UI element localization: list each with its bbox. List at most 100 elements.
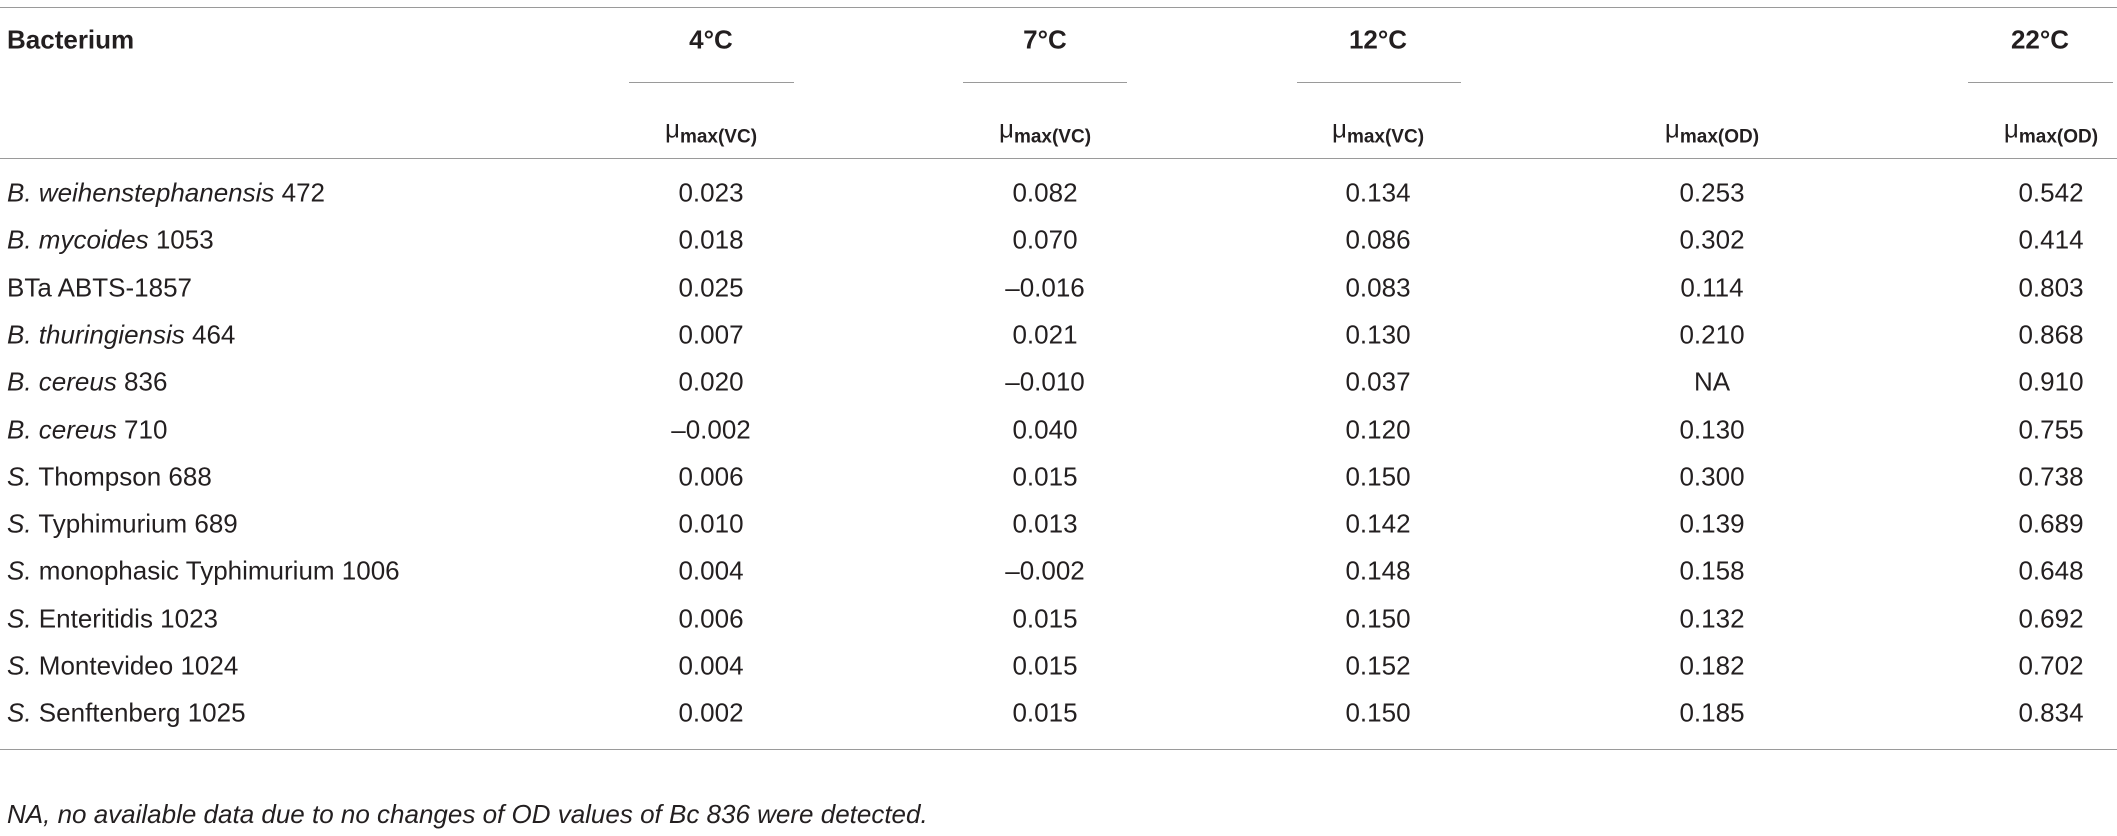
symbol: μ	[998, 113, 1014, 144]
row-label: B. mycoides 1053	[7, 225, 214, 256]
cell-value: 0.414	[2018, 224, 2084, 255]
column-header: 22°C	[2010, 24, 2070, 55]
cell-value: 0.755	[2018, 414, 2084, 444]
row-label: S. Montevideo 1024	[7, 651, 238, 682]
cell-value: 0.015	[1012, 697, 1078, 728]
header-rule	[0, 158, 2117, 159]
cell-value: 0.018	[678, 224, 744, 255]
italic-text: B. mycoides	[7, 224, 149, 255]
cell-value: 0.002	[678, 697, 744, 728]
cell-value: 0.070	[1012, 224, 1078, 255]
column-header: 4°C	[689, 24, 733, 55]
cell-value: –0.016	[1005, 272, 1085, 303]
text: Thompson 688	[31, 461, 212, 492]
cell-value: 0.082	[1012, 177, 1078, 208]
symbol: μ	[1664, 113, 1680, 144]
cell-value: 0.692	[2018, 603, 2084, 634]
text: 1053	[148, 224, 214, 255]
cell-value: 0.120	[1345, 414, 1411, 444]
text: 710	[116, 414, 168, 444]
cell-value: 0.114	[1680, 272, 1744, 303]
row-label: B. cereus 836	[7, 367, 167, 398]
italic-text: S.	[7, 555, 32, 586]
row-label: S. Typhimurium 689	[7, 509, 238, 540]
subscript: max(OD)	[1679, 126, 1760, 148]
cell-value: 0.152	[1345, 650, 1411, 681]
column-subheader: μmax(VC)	[1332, 114, 1424, 149]
cell-value: 0.130	[1345, 319, 1411, 350]
cell-value: –0.010	[1005, 366, 1085, 397]
cell-value: NA	[1693, 366, 1731, 397]
cell-value: 0.015	[1012, 650, 1078, 681]
cell-value: 0.037	[1345, 366, 1411, 397]
subscript: max(VC)	[679, 126, 758, 148]
cell-value: 0.004	[678, 650, 744, 681]
cell-value: 0.150	[1345, 603, 1411, 634]
cell-value: 0.148	[1345, 555, 1411, 586]
italic-text: S.	[7, 508, 32, 539]
row-label: S. Thompson 688	[7, 461, 212, 492]
cell-value: 0.738	[2018, 461, 2084, 492]
symbol: μ	[1331, 113, 1347, 144]
cell-value: 0.150	[1345, 461, 1411, 492]
column-header: Bacterium	[7, 24, 135, 55]
italic-text: S.	[7, 650, 32, 681]
row-label: B. cereus 710	[7, 414, 167, 445]
cell-value: 0.158	[1679, 555, 1745, 586]
text: Typhimurium 689	[31, 508, 238, 539]
cell-value: 0.040	[1012, 414, 1078, 444]
cell-value: 0.648	[2018, 555, 2084, 586]
column-subheader: μmax(OD)	[2004, 114, 2098, 149]
text: Enteritidis 1023	[31, 603, 219, 634]
cell-value: 0.020	[678, 366, 744, 397]
italic-text: B. thuringiensis	[7, 319, 185, 350]
italic-text: S.	[7, 697, 32, 728]
cell-value: 0.134	[1345, 177, 1411, 208]
column-subheader: μmax(VC)	[665, 114, 757, 149]
italic-text: S.	[7, 603, 32, 634]
cell-value: 0.142	[1345, 508, 1411, 539]
subscript: max(OD)	[2018, 126, 2099, 148]
italic-text: B. cereus	[7, 414, 117, 444]
cell-value: 0.210	[1679, 319, 1745, 350]
text: Montevideo 1024	[31, 650, 239, 681]
cell-value: 0.083	[1345, 272, 1411, 303]
cell-value: –0.002	[671, 414, 751, 444]
cell-value: 0.015	[1012, 461, 1078, 492]
cell-value: 0.868	[2018, 319, 2084, 350]
cell-value: 0.834	[2018, 697, 2084, 728]
cell-value: 0.023	[678, 177, 744, 208]
column-subheader: μmax(VC)	[999, 114, 1091, 149]
column-header: 7°C	[1023, 24, 1067, 55]
column-header: 12°C	[1348, 24, 1408, 55]
text: 464	[184, 319, 236, 350]
group-rule	[963, 82, 1127, 83]
cell-value: 0.150	[1345, 697, 1411, 728]
subscript: max(VC)	[1013, 126, 1092, 148]
top-rule	[0, 7, 2117, 8]
cell-value: 0.007	[678, 319, 744, 350]
row-label: B. weihenstephanensis 472	[7, 178, 325, 209]
bottom-rule	[0, 749, 2117, 750]
cell-value: 0.185	[1679, 697, 1745, 728]
footnote: NA, no available data due to no changes …	[7, 799, 928, 830]
cell-value: 0.015	[1012, 603, 1078, 634]
group-rule	[1297, 82, 1461, 83]
cell-value: 0.006	[678, 461, 744, 492]
row-label: B. thuringiensis 464	[7, 319, 235, 350]
italic-text: B. cereus	[7, 366, 117, 397]
cell-value: 0.025	[678, 272, 744, 303]
cell-value: 0.086	[1345, 224, 1411, 255]
cell-value: 0.702	[2018, 650, 2084, 681]
cell-value: 0.010	[678, 508, 744, 539]
cell-value: 0.182	[1679, 650, 1745, 681]
cell-value: 0.300	[1679, 461, 1745, 492]
cell-value: 0.542	[2018, 177, 2084, 208]
group-rule	[1968, 82, 2113, 83]
text: BTa ABTS-1857	[7, 272, 192, 303]
symbol: μ	[2003, 113, 2019, 144]
row-label: S. Enteritidis 1023	[7, 603, 218, 634]
cell-value: 0.132	[1679, 603, 1745, 634]
italic-text: S.	[7, 461, 32, 492]
